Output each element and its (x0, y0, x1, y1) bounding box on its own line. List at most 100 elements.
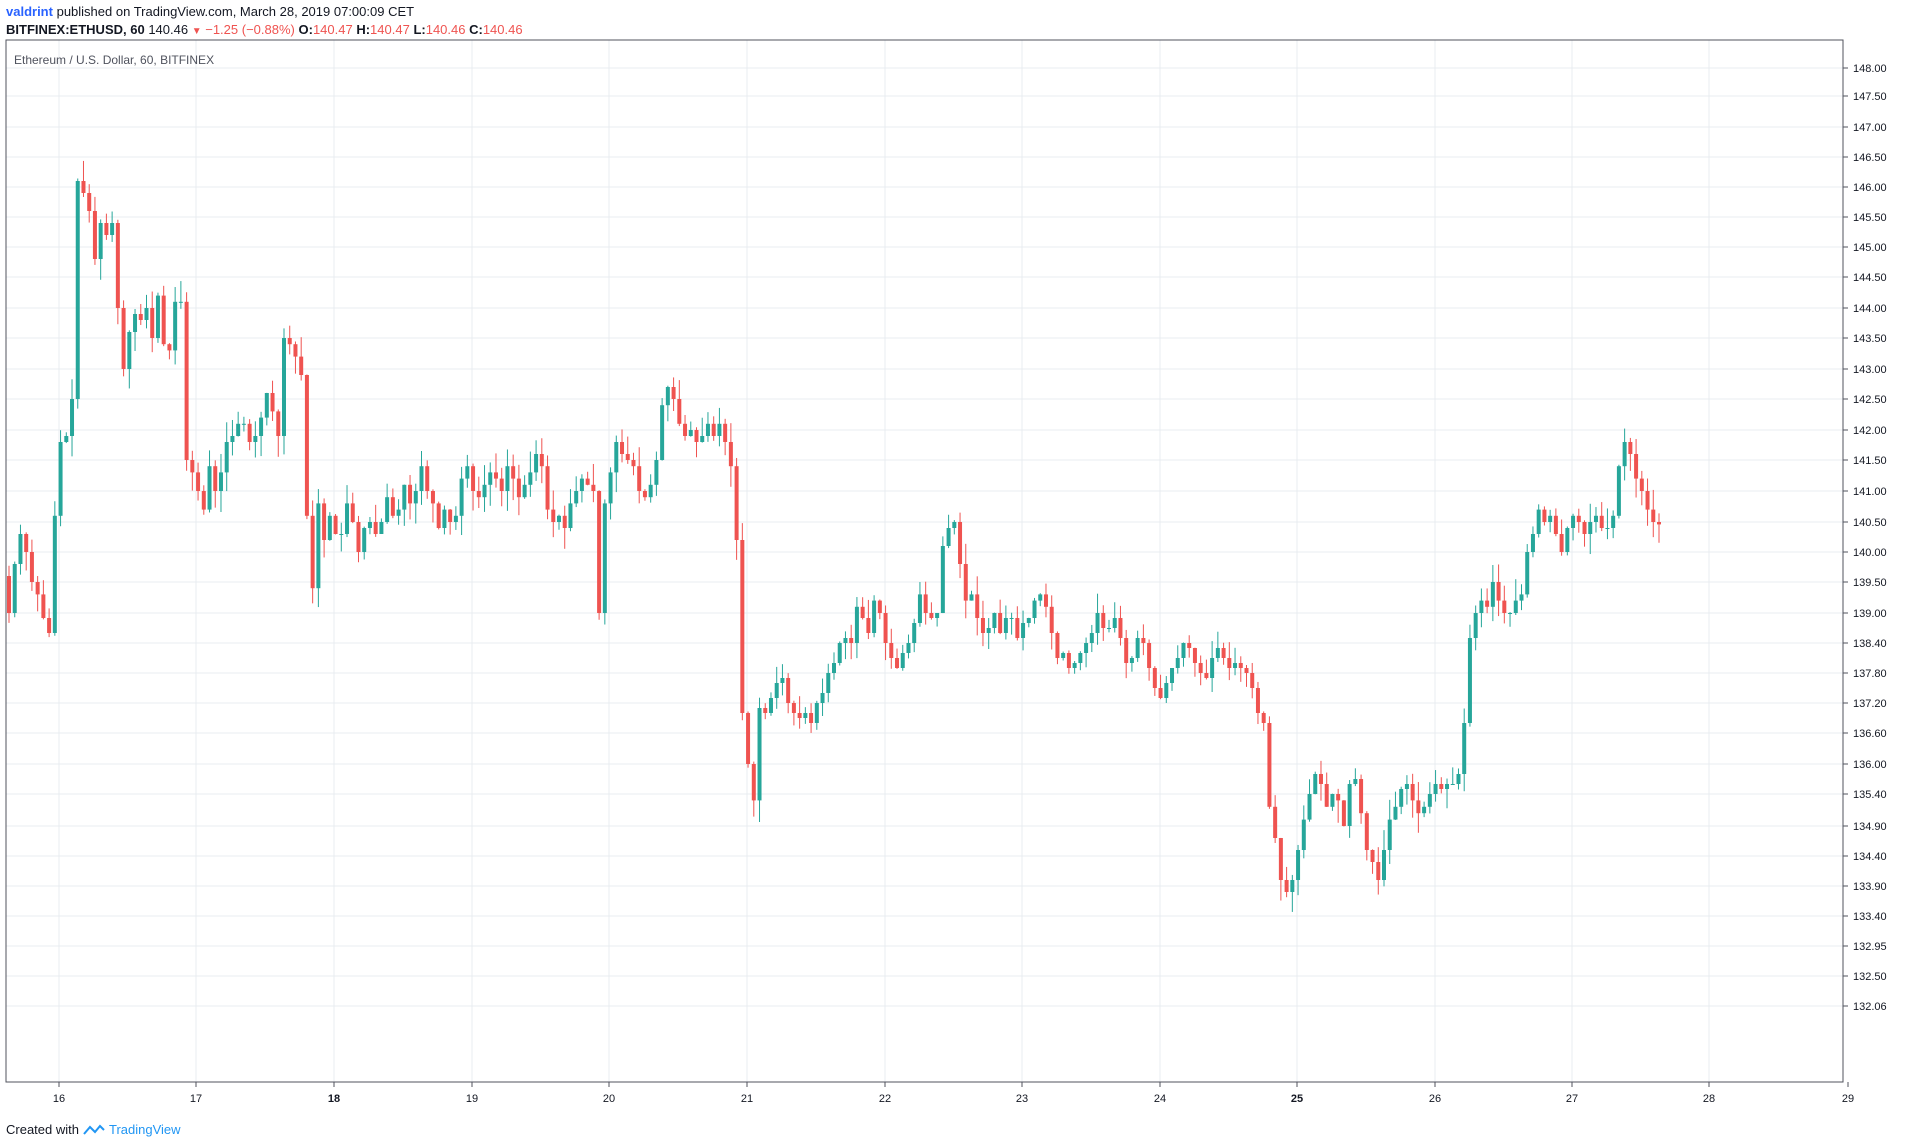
candle (1628, 437, 1633, 471)
y-tick-label: 147.50 (1853, 91, 1887, 103)
candle (47, 608, 52, 638)
candle (1244, 665, 1249, 687)
candle (1233, 647, 1238, 676)
y-tick-label: 142.00 (1853, 425, 1887, 437)
candle (1210, 641, 1215, 692)
candle (883, 605, 888, 661)
chart-axes: 148.00 147.50 147.00 146.50 146.00 145.50 145.… (5, 39, 1887, 1105)
candle (986, 618, 991, 649)
candle (70, 379, 75, 457)
candle (1645, 478, 1650, 526)
candle (58, 430, 63, 527)
candle (1364, 811, 1369, 861)
candle (488, 462, 493, 506)
y-tick-label: 133.40 (1853, 911, 1887, 923)
candle (1072, 661, 1077, 674)
y-tick-label: 134.90 (1853, 821, 1887, 833)
candle (1571, 513, 1576, 541)
candle (929, 602, 934, 620)
y-tick-label: 140.50 (1853, 517, 1887, 529)
candle (1393, 791, 1398, 820)
candle (694, 427, 699, 458)
tradingview-logo-icon (83, 1124, 105, 1135)
candle (161, 285, 166, 347)
y-tick-label: 141.00 (1853, 486, 1887, 498)
candles (7, 160, 1661, 912)
y-tick-label: 147.00 (1853, 122, 1887, 134)
candle (1479, 588, 1484, 628)
candle (75, 178, 80, 409)
y-tick-label: 141.50 (1853, 455, 1887, 467)
candle (476, 476, 481, 509)
candle (1502, 585, 1507, 624)
candle (253, 421, 258, 458)
candle (665, 385, 670, 422)
candle (322, 498, 327, 558)
candle (1657, 513, 1661, 543)
y-tick-label: 132.95 (1853, 941, 1887, 953)
candle (1296, 844, 1301, 896)
candle (213, 460, 218, 508)
candle (728, 423, 733, 487)
candle (866, 599, 871, 640)
candle (1536, 504, 1541, 538)
candle (1278, 837, 1283, 901)
candle (1061, 651, 1066, 661)
candle (597, 490, 602, 620)
candle (345, 485, 350, 538)
candle (1639, 470, 1644, 506)
candle (1416, 782, 1421, 833)
candle (963, 543, 968, 619)
candle (946, 514, 951, 549)
candle (1227, 642, 1232, 681)
y-tick-label: 143.50 (1853, 333, 1887, 345)
low-value: 140.46 (425, 22, 466, 37)
open-value: 140.47 (312, 22, 353, 37)
candle (671, 377, 676, 412)
candle (362, 526, 367, 560)
candle (1009, 612, 1014, 635)
candle (1066, 650, 1071, 674)
candle (1439, 777, 1444, 794)
candle (1026, 617, 1031, 628)
candle (379, 518, 384, 535)
candle (133, 308, 138, 351)
candle (1530, 526, 1535, 558)
candle (958, 512, 963, 579)
candle (1622, 428, 1627, 481)
candle (579, 474, 584, 503)
candle (184, 292, 189, 471)
candle (1611, 510, 1616, 539)
candle (528, 451, 533, 497)
candle (1427, 782, 1432, 814)
candle (608, 467, 613, 520)
candle (1467, 624, 1472, 727)
x-tick-label: 25 (1291, 1093, 1303, 1105)
candle (1508, 612, 1513, 627)
y-tick-label: 145.00 (1853, 242, 1887, 254)
candle (310, 500, 315, 604)
candle (637, 447, 642, 504)
y-tick-label: 144.00 (1853, 303, 1887, 315)
candle (1273, 795, 1278, 844)
candle (940, 536, 945, 614)
candle (29, 539, 34, 591)
candle (860, 597, 865, 620)
candle (327, 512, 332, 541)
chart-title: Ethereum / U.S. Dollar, 60, BITFINEX (14, 53, 214, 67)
candle (390, 488, 395, 519)
y-tick-label: 142.50 (1853, 394, 1887, 406)
candle (1095, 593, 1100, 645)
author-link[interactable]: valdrint (6, 4, 53, 19)
tradingview-brand[interactable]: TradingView (108, 1122, 181, 1137)
candle (259, 411, 264, 457)
candle (1084, 637, 1089, 668)
candle (241, 416, 246, 432)
candle (952, 520, 957, 535)
candle (1588, 503, 1593, 555)
candle (545, 455, 550, 520)
candle (144, 294, 149, 329)
candle (1124, 629, 1129, 679)
candle (110, 211, 115, 242)
